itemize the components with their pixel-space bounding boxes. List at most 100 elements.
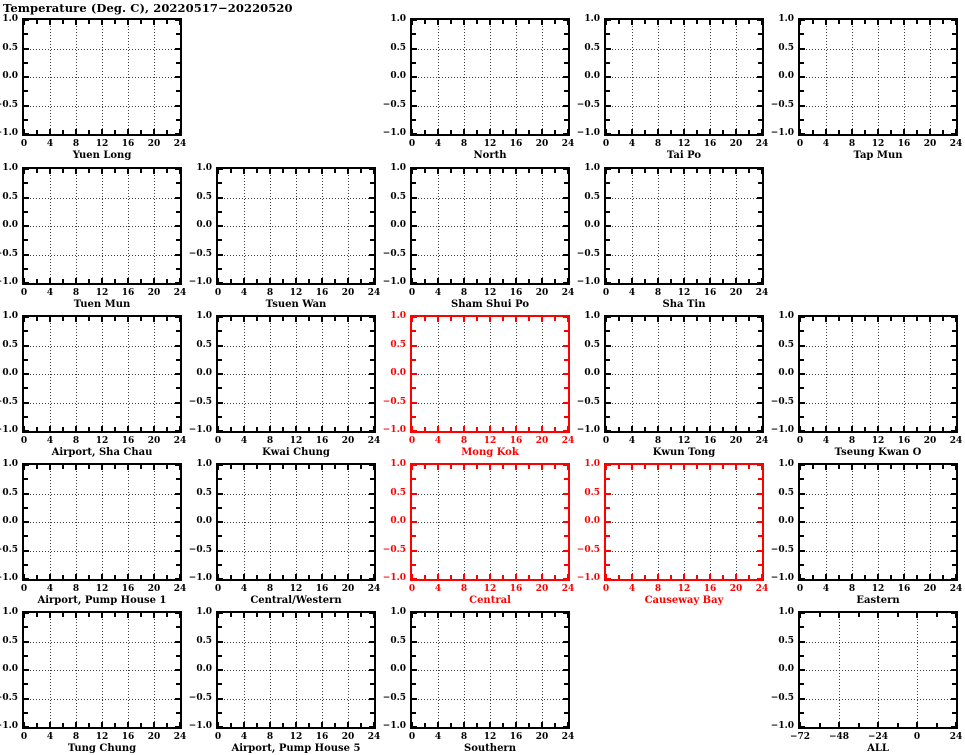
tick-mark bbox=[489, 722, 491, 727]
tick-mark bbox=[618, 575, 620, 579]
tick-mark bbox=[952, 478, 956, 480]
tick-mark bbox=[567, 613, 569, 618]
tick-mark bbox=[412, 330, 416, 332]
tick-mark bbox=[605, 129, 607, 134]
tick-mark bbox=[735, 574, 737, 579]
panel-title: Kwun Tong bbox=[652, 447, 716, 458]
tick-mark bbox=[295, 465, 297, 470]
tick-mark bbox=[369, 493, 374, 495]
tick-mark bbox=[644, 130, 646, 134]
tick-mark bbox=[370, 239, 374, 241]
tick-mark bbox=[269, 613, 271, 618]
tick-mark bbox=[412, 493, 417, 495]
tick-mark bbox=[217, 574, 219, 579]
tick-mark bbox=[127, 317, 129, 322]
tick-mark bbox=[567, 722, 569, 727]
chart-panel-tsuen-wan: 1.0 0.5 0.0 −0.5 −1.0 0 4 8 12 16 20 24 Tsuen Wan bbox=[189, 163, 380, 313]
tick-mark bbox=[800, 478, 804, 480]
tick-mark bbox=[88, 317, 90, 321]
tick-mark bbox=[347, 278, 349, 283]
tick-mark bbox=[757, 521, 762, 523]
tick-mark bbox=[24, 239, 28, 241]
tick-mark bbox=[864, 427, 866, 431]
x-tick-label: 4 bbox=[434, 436, 442, 446]
tick-mark bbox=[369, 225, 374, 227]
tick-mark bbox=[127, 574, 129, 579]
tick-mark bbox=[563, 282, 568, 284]
gridline-horizontal bbox=[606, 403, 762, 404]
tick-mark bbox=[176, 507, 180, 509]
tick-mark bbox=[951, 726, 956, 728]
tick-mark bbox=[890, 130, 892, 134]
y-tick-label: 0.5 bbox=[2, 636, 18, 646]
gridline-horizontal bbox=[412, 77, 568, 78]
tick-mark bbox=[49, 317, 51, 322]
y-tick-label: −0.5 bbox=[188, 693, 212, 703]
tick-mark bbox=[528, 20, 530, 24]
y-tick-label: 0.5 bbox=[2, 340, 18, 350]
tick-mark bbox=[554, 465, 556, 469]
chart-panel-sham-shui-po: 1.0 0.5 0.0 −0.5 −1.0 0 4 8 12 16 20 24 Sham Shui Po bbox=[383, 163, 574, 313]
x-tick-label: 24 bbox=[949, 139, 963, 149]
gridline-horizontal bbox=[412, 346, 568, 347]
chart-panel-tai-po: 1.0 0.5 0.0 −0.5 −1.0 0 4 8 12 16 20 24 Tai Po bbox=[577, 14, 768, 164]
tick-mark bbox=[373, 613, 375, 618]
y-tick-label: 1.0 bbox=[196, 163, 212, 173]
tick-mark bbox=[412, 387, 416, 389]
y-tick-label: −1.0 bbox=[188, 425, 212, 435]
tick-mark bbox=[606, 225, 611, 227]
tick-mark bbox=[722, 169, 724, 173]
tick-mark bbox=[175, 669, 180, 671]
gridline-horizontal bbox=[24, 346, 180, 347]
tick-mark bbox=[321, 169, 323, 174]
tick-mark bbox=[411, 129, 413, 134]
tick-mark bbox=[748, 279, 750, 283]
tick-mark bbox=[412, 182, 416, 184]
tick-mark bbox=[412, 535, 416, 537]
tick-mark bbox=[256, 613, 258, 617]
tick-mark bbox=[369, 698, 374, 700]
tick-mark bbox=[23, 574, 25, 579]
tick-mark bbox=[812, 427, 814, 431]
tick-mark bbox=[24, 168, 29, 170]
tick-mark bbox=[282, 169, 284, 173]
tick-mark bbox=[606, 564, 610, 566]
x-tick-label: 4 bbox=[628, 288, 636, 298]
y-tick-label: −0.5 bbox=[382, 693, 406, 703]
tick-mark bbox=[476, 317, 478, 321]
panel-title: Eastern bbox=[856, 595, 900, 606]
tick-mark bbox=[175, 282, 180, 284]
tick-mark bbox=[24, 641, 29, 643]
tick-mark bbox=[838, 722, 840, 727]
tick-mark bbox=[334, 575, 336, 579]
x-tick-label: 24 bbox=[755, 584, 769, 594]
tick-mark bbox=[916, 20, 918, 24]
x-tick-label: 4 bbox=[240, 732, 248, 742]
gridline-horizontal bbox=[800, 494, 956, 495]
tick-mark bbox=[709, 574, 711, 579]
tick-mark bbox=[153, 129, 155, 134]
gridline-horizontal bbox=[606, 49, 762, 50]
tick-mark bbox=[758, 535, 762, 537]
tick-mark bbox=[75, 278, 77, 283]
chart-panel-central-western: 1.0 0.5 0.0 −0.5 −1.0 0 4 8 12 16 20 24 Central/West… bbox=[189, 459, 380, 609]
tick-mark bbox=[75, 129, 77, 134]
gridline-horizontal bbox=[218, 255, 374, 256]
y-tick-label: 0.5 bbox=[2, 488, 18, 498]
tick-mark bbox=[24, 197, 29, 199]
tick-mark bbox=[670, 575, 672, 579]
x-tick-label: 12 bbox=[677, 436, 691, 446]
y-tick-label: −1.0 bbox=[770, 721, 794, 731]
tick-mark bbox=[282, 723, 284, 727]
tick-mark bbox=[564, 119, 568, 121]
tick-mark bbox=[218, 612, 223, 614]
tick-mark bbox=[606, 197, 611, 199]
x-tick-label: 24 bbox=[755, 288, 769, 298]
tick-mark bbox=[903, 317, 905, 322]
tick-mark bbox=[761, 465, 763, 470]
gridline-horizontal bbox=[800, 346, 956, 347]
tick-mark bbox=[951, 19, 956, 21]
gridline-horizontal bbox=[606, 198, 762, 199]
gridline-horizontal bbox=[800, 642, 956, 643]
